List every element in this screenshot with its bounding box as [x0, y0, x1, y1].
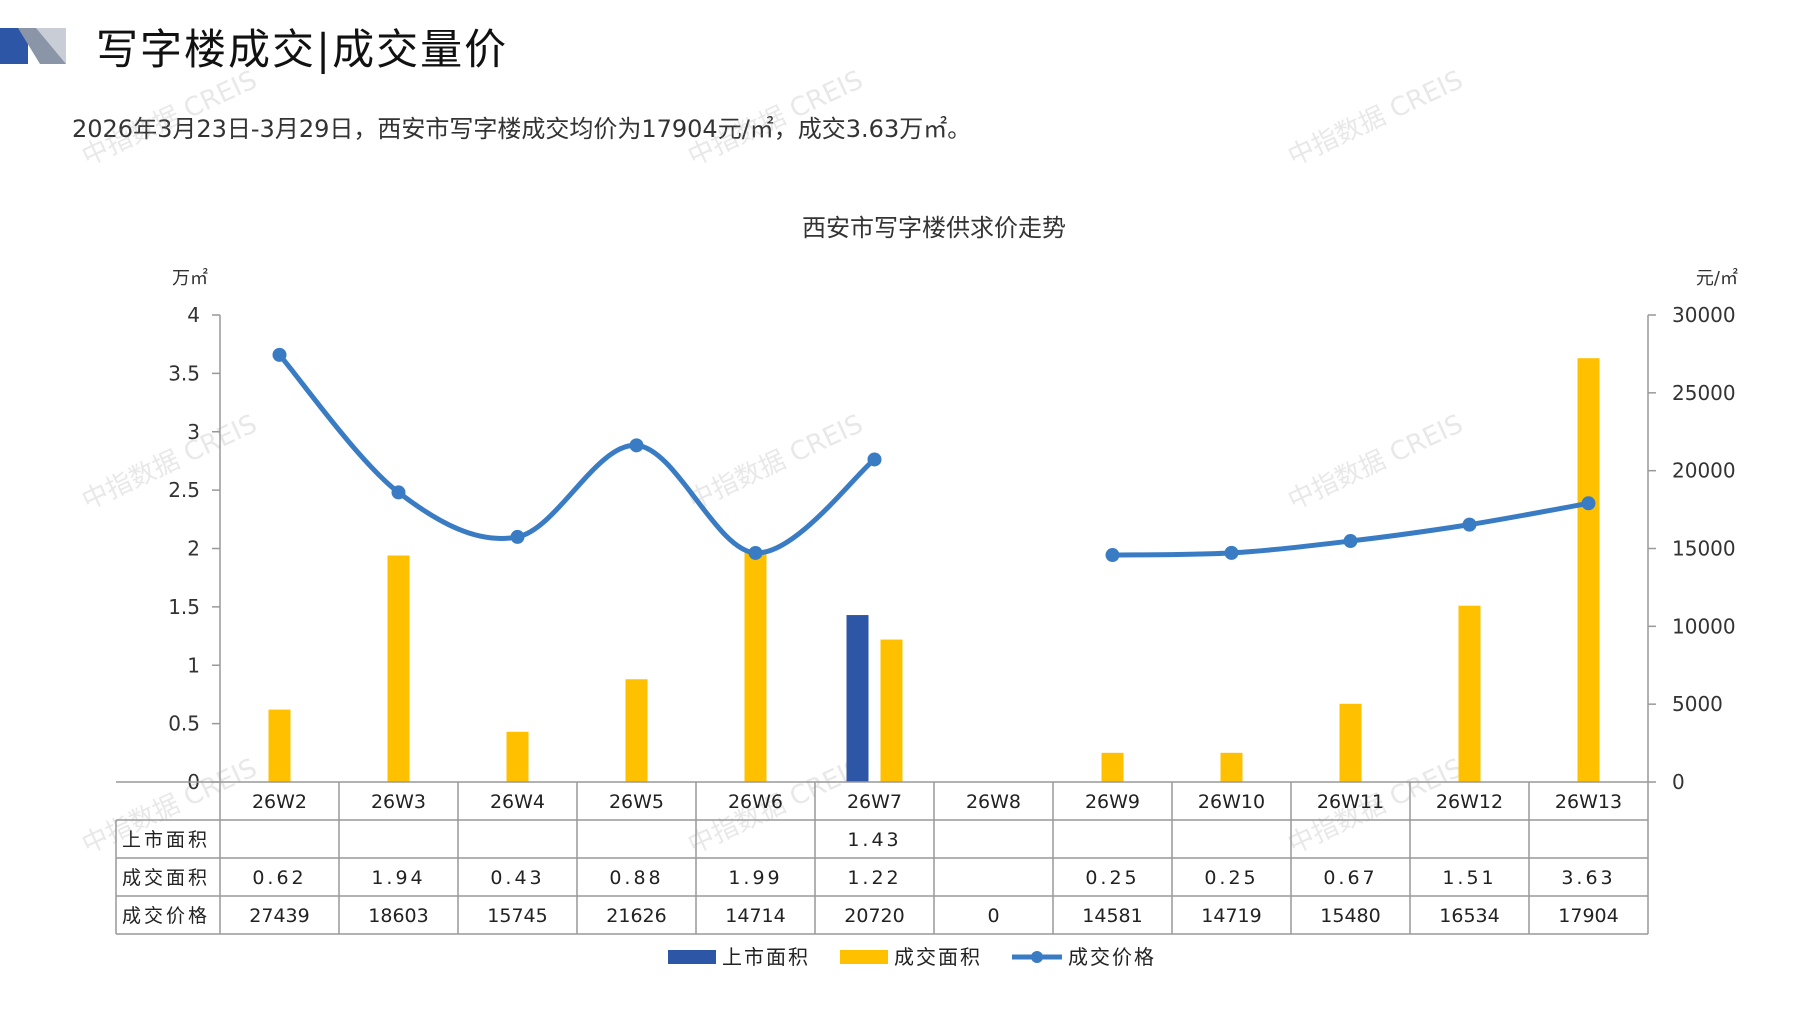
- x-tick-label: 26W11: [1317, 791, 1384, 813]
- data-label: 0.88: [609, 867, 663, 889]
- y-tick-label: 3.5: [168, 361, 200, 385]
- data-label: 3.63: [1561, 867, 1615, 889]
- legend-price-label: 成交价格: [1068, 945, 1156, 969]
- legend-price-marker: [1031, 951, 1043, 963]
- table-row-label: 上市面积: [122, 829, 210, 851]
- bar-deal-area: [625, 679, 648, 782]
- legend-supply-label: 上市面积: [722, 945, 810, 969]
- x-tick-label: 26W4: [490, 791, 545, 813]
- y2-tick-label: 30000: [1672, 303, 1736, 327]
- price-point: [629, 438, 644, 453]
- y-axis-label: 万㎡: [172, 267, 208, 289]
- price-point: [1224, 545, 1239, 560]
- bar-deal-area: [1577, 358, 1600, 782]
- bar-deal-area: [744, 549, 767, 782]
- data-label: 15745: [487, 905, 547, 927]
- y-tick-label: 1.5: [168, 595, 200, 619]
- x-tick-label: 26W6: [728, 791, 783, 813]
- bar-supply-area: [846, 615, 869, 782]
- y2-tick-label: 5000: [1672, 692, 1723, 716]
- bar-deal-area: [1458, 605, 1481, 782]
- price-point: [867, 452, 882, 467]
- y-tick-label: 0.5: [168, 712, 200, 736]
- chart-title: 西安市写字楼供求价走势: [802, 214, 1066, 242]
- y-tick-label: 2.5: [168, 478, 200, 502]
- price-point: [272, 347, 287, 362]
- bar-deal-area: [880, 639, 903, 782]
- x-tick-label: 26W3: [371, 791, 426, 813]
- y2-tick-label: 15000: [1672, 537, 1736, 561]
- price-point: [510, 529, 525, 544]
- data-label: 1.99: [728, 867, 782, 889]
- y2-tick-label: 20000: [1672, 459, 1736, 483]
- y-tick-label: 4: [187, 303, 200, 327]
- legend-deal-swatch: [840, 950, 888, 964]
- data-label: 14581: [1082, 905, 1142, 927]
- y2-tick-label: 25000: [1672, 381, 1736, 405]
- data-label: 1.22: [847, 867, 901, 889]
- data-label: 1.51: [1442, 867, 1496, 889]
- bar-deal-area: [1220, 752, 1243, 782]
- data-label: 1.94: [371, 867, 425, 889]
- data-label: 0.43: [490, 867, 544, 889]
- data-label: 27439: [249, 905, 309, 927]
- data-label: 0.67: [1323, 867, 1377, 889]
- bar-deal-area: [506, 731, 529, 782]
- x-tick-label: 26W7: [847, 791, 902, 813]
- price-point: [391, 485, 406, 500]
- price-point: [748, 545, 763, 560]
- data-label: 14714: [725, 905, 785, 927]
- bar-deal-area: [1101, 752, 1124, 782]
- legend-supply-swatch: [668, 950, 716, 964]
- data-label: 0: [987, 905, 999, 927]
- table-row-label: 成交价格: [122, 905, 210, 927]
- y2-tick-label: 0: [1672, 770, 1685, 794]
- data-label: 16534: [1439, 905, 1499, 927]
- x-tick-label: 26W8: [966, 791, 1021, 813]
- data-label: 15480: [1320, 905, 1380, 927]
- price-point: [1462, 517, 1477, 532]
- y2-axis-label: 元/㎡: [1696, 267, 1738, 289]
- data-label: 0.25: [1204, 867, 1258, 889]
- x-tick-label: 26W9: [1085, 791, 1140, 813]
- x-tick-label: 26W10: [1198, 791, 1265, 813]
- summary-text: 2026年3月23日-3月29日，西安市写字楼成交均价为17904元/㎡，成交3…: [72, 115, 972, 143]
- bar-deal-area: [268, 709, 291, 782]
- x-tick-label: 26W13: [1555, 791, 1622, 813]
- price-line: [277, 352, 877, 556]
- price-point: [1343, 534, 1358, 549]
- data-label: 0.25: [1085, 867, 1139, 889]
- data-label: 0.62: [252, 867, 306, 889]
- data-label: 1.43: [847, 829, 901, 851]
- data-label: 18603: [368, 905, 428, 927]
- y-tick-label: 3: [187, 420, 200, 444]
- data-label: 17904: [1558, 905, 1618, 927]
- table-row-label: 成交面积: [122, 867, 210, 889]
- x-tick-label: 26W2: [252, 791, 307, 813]
- header-logo-icon: [0, 28, 66, 64]
- price-point: [1581, 496, 1596, 511]
- y2-tick-label: 10000: [1672, 614, 1736, 638]
- legend-deal-label: 成交面积: [894, 945, 982, 969]
- data-label: 14719: [1201, 905, 1261, 927]
- y-tick-label: 1: [187, 653, 200, 677]
- bar-deal-area: [1339, 703, 1362, 782]
- data-label: 20720: [844, 905, 904, 927]
- bar-deal-area: [387, 555, 410, 782]
- x-tick-label: 26W5: [609, 791, 664, 813]
- price-point: [1105, 548, 1120, 563]
- x-tick-label: 26W12: [1436, 791, 1503, 813]
- y-tick-label: 2: [187, 537, 200, 561]
- data-label: 21626: [606, 905, 666, 927]
- page-title: 写字楼成交|成交量价: [96, 25, 509, 74]
